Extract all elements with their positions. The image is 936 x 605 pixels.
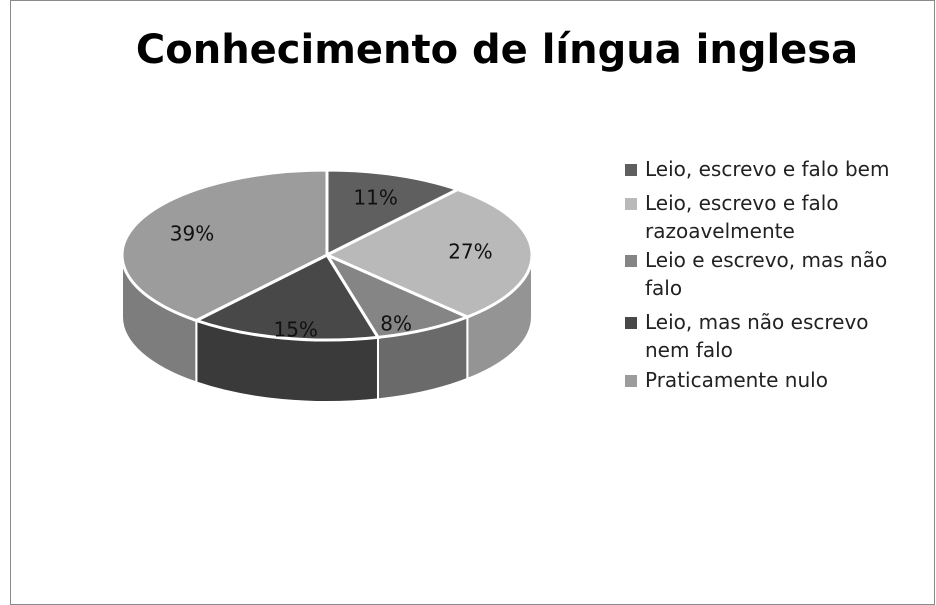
pie-slice	[120, 168, 329, 323]
chart-title: Conhecimento de língua inglesa	[136, 27, 858, 73]
pie-slice	[323, 251, 472, 339]
pie-slice	[192, 253, 381, 342]
legend-item: Leio, mas não escrevo nem falo	[625, 308, 915, 364]
data-label: 15%	[273, 318, 317, 342]
legend-label: Leio, escrevo e falo razoavelmente	[645, 191, 839, 243]
legend-item: Leio, escrevo e falo razoavelmente	[625, 189, 915, 245]
data-label: 27%	[448, 240, 492, 264]
legend-swatch	[625, 375, 637, 387]
pie-slice	[325, 168, 462, 258]
legend-label: Praticamente nulo	[645, 368, 828, 392]
data-label: 39%	[170, 221, 214, 245]
legend-label: Leio, mas não escrevo nem falo	[645, 310, 869, 362]
data-label: 8%	[380, 312, 412, 336]
legend-item: Praticamente nulo	[625, 366, 915, 394]
legend-item: Leio e escrevo, mas não falo	[625, 246, 915, 302]
legend-swatch	[625, 317, 637, 329]
legend-label: Leio e escrevo, mas não falo	[645, 248, 888, 300]
legend-label: Leio, escrevo e falo bem	[645, 157, 890, 181]
pie-slice	[323, 187, 534, 319]
legend-item: Leio, escrevo e falo bem	[625, 155, 915, 183]
legend-swatch	[625, 198, 637, 210]
legend-swatch	[625, 164, 637, 176]
legend-swatch	[625, 255, 637, 267]
data-label: 11%	[353, 186, 397, 210]
